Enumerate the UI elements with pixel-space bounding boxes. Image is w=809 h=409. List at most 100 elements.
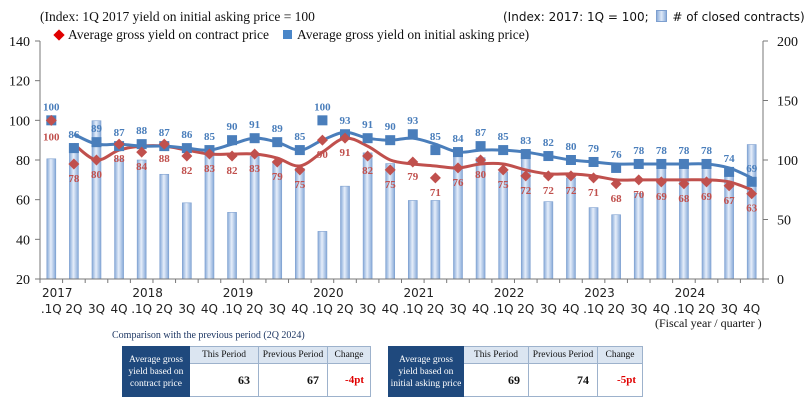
contract-marker (701, 176, 713, 188)
x-tick-label: 3Q (178, 302, 195, 316)
contract-marker (497, 164, 509, 176)
contract-data-label: 70 (633, 189, 645, 201)
asking-data-label: 83 (520, 135, 532, 147)
contract-marker (610, 178, 622, 190)
index-note-right-text: (Index: 2017: 1Q = 100; (503, 10, 649, 24)
contract-data-label: 71 (588, 187, 599, 199)
x-tick-label: 4Q (743, 302, 760, 316)
x-tick-label: .1Q (402, 302, 423, 316)
contract-data-label: 82 (362, 165, 374, 177)
contract-data-label: 69 (701, 191, 713, 203)
x-tick-label: .1Q (493, 302, 514, 316)
year-label: 2024 (675, 286, 706, 300)
asking-marker (136, 139, 147, 150)
asking-marker (565, 155, 576, 165)
comparison-table-asking: Average gross yield based on initial ask… (388, 346, 643, 397)
asking-data-label: 86 (68, 129, 80, 141)
previous-period-value: 74 (528, 363, 598, 397)
x-tick-label: 2Q (608, 302, 625, 316)
year-label: 2022 (494, 286, 525, 300)
contract-data-label: 91 (340, 147, 351, 159)
contract-marker (407, 156, 419, 168)
contract-data-label: 75 (498, 179, 510, 191)
x-tick-label: .1Q (131, 302, 152, 316)
bar (114, 158, 124, 280)
contract-marker (429, 172, 441, 184)
contract-marker (475, 154, 487, 166)
asking-marker (656, 158, 667, 169)
asking-data-label: 84 (452, 133, 464, 145)
asking-data-label: 89 (272, 123, 284, 135)
square-icon (283, 30, 292, 39)
x-tick-label: 3Q (630, 302, 647, 316)
right-tick-label: 200 (777, 35, 798, 50)
asking-marker (68, 143, 79, 154)
contract-marker (746, 188, 758, 200)
bar (159, 173, 170, 280)
col-this-period: This Period (189, 346, 259, 364)
contract-data-label: 80 (91, 169, 103, 181)
contract-marker (362, 150, 374, 162)
contract-data-label: 78 (68, 173, 80, 185)
asking-data-label: 78 (701, 145, 713, 157)
asking-data-label: 85 (498, 131, 510, 143)
contract-data-label: 82 (227, 165, 239, 177)
asking-marker (588, 156, 599, 167)
contract-marker (181, 150, 193, 162)
bar-swatch-icon (655, 10, 667, 22)
asking-data-label: 91 (249, 119, 260, 131)
bar (136, 159, 147, 280)
contract-marker (226, 150, 238, 162)
x-tick-label: 2Q (65, 302, 82, 316)
x-tick-label: 3Q (540, 302, 557, 316)
asking-marker (407, 129, 418, 140)
asking-data-label: 78 (656, 145, 668, 157)
contract-marker (90, 154, 102, 166)
col-previous-period: Previous Period (258, 346, 328, 364)
contract-data-label: 83 (204, 163, 216, 175)
contract-data-label: 63 (746, 203, 758, 215)
bar (340, 185, 350, 280)
this-period-value: 69 (463, 363, 529, 397)
asking-marker (362, 133, 373, 144)
asking-marker (317, 115, 328, 126)
asking-marker (724, 166, 735, 177)
legend-contract: Average gross yield on contract price (53, 27, 269, 43)
right-tick-label: 100 (777, 154, 798, 169)
bar (227, 212, 237, 280)
contract-data-label: 88 (159, 153, 171, 165)
asking-marker (181, 143, 192, 154)
asking-data-label: 78 (678, 145, 690, 157)
asking-marker (520, 149, 531, 160)
col-change: Change (597, 346, 643, 364)
x-tick-label: 3Q (359, 302, 376, 316)
asking-data-label: 86 (181, 129, 193, 141)
change-value: -4pt (327, 363, 371, 397)
year-label: 2023 (584, 286, 615, 300)
index-note-right: (Index: 2017: 1Q = 100; # of closed cont… (503, 10, 805, 24)
asking-data-label: 82 (543, 137, 555, 149)
contract-data-label: 75 (385, 179, 397, 191)
x-tick-label: 2Q (156, 302, 173, 316)
contract-marker (633, 174, 645, 186)
x-tick-label: 4Q (562, 302, 579, 316)
right-tick-label: 0 (777, 273, 784, 288)
contract-data-label: 79 (407, 171, 419, 183)
asking-data-label: 79 (588, 143, 600, 155)
contract-marker (113, 138, 125, 150)
x-tick-label: .1Q (41, 302, 62, 316)
contract-marker (678, 178, 690, 190)
bar (46, 158, 57, 280)
asking-data-label: 91 (362, 119, 373, 131)
contract-data-label: 82 (181, 165, 193, 177)
previous-period-value: 67 (258, 363, 328, 397)
asking-marker (633, 158, 644, 169)
row-header: Average gross yield based on initial ask… (388, 346, 464, 397)
asking-data-label: 100 (314, 101, 331, 113)
legend-bars-label: # of closed contracts) (672, 10, 805, 24)
lines-layer (45, 114, 758, 200)
bar (182, 202, 192, 280)
contract-marker (520, 170, 532, 182)
year-label: 2017 (42, 286, 73, 300)
